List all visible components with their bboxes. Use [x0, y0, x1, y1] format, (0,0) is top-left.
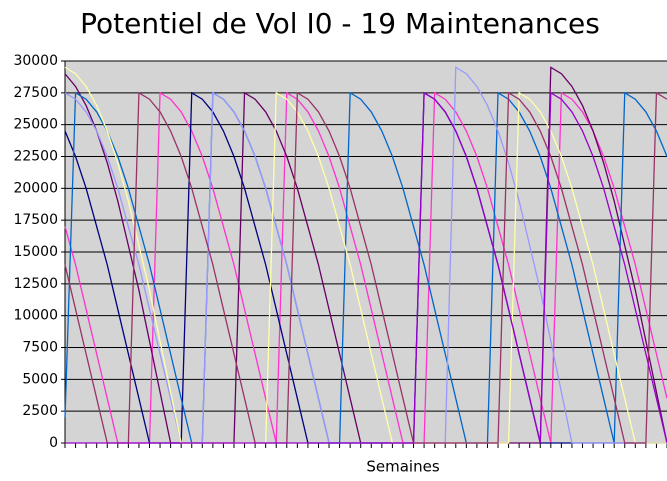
y-tick-label: 17500 [13, 212, 58, 228]
y-tick-label: 5000 [22, 371, 58, 387]
y-tick-label: 22500 [13, 149, 58, 165]
chart-title: Potentiel de Vol I0 - 19 Maintenances [80, 7, 600, 40]
y-tick-label: 2500 [22, 403, 58, 419]
series-line [64, 66, 667, 444]
y-tick-label: 25000 [13, 117, 58, 133]
y-tick-label: 10000 [13, 308, 58, 324]
x-axis-label: Semaines [366, 458, 439, 476]
y-tick-label: 12500 [13, 276, 58, 292]
y-tick-label: 7500 [22, 340, 58, 356]
y-tick-label: 30000 [13, 53, 58, 69]
series-line [64, 91, 667, 444]
series-line [64, 91, 667, 444]
y-tick-label: 15000 [13, 244, 58, 260]
y-tick-label: 0 [49, 435, 58, 451]
y-tick-label: 27500 [13, 85, 58, 101]
y-tick-label: 20000 [13, 180, 58, 196]
series-line [64, 91, 667, 444]
series-line [65, 91, 667, 444]
